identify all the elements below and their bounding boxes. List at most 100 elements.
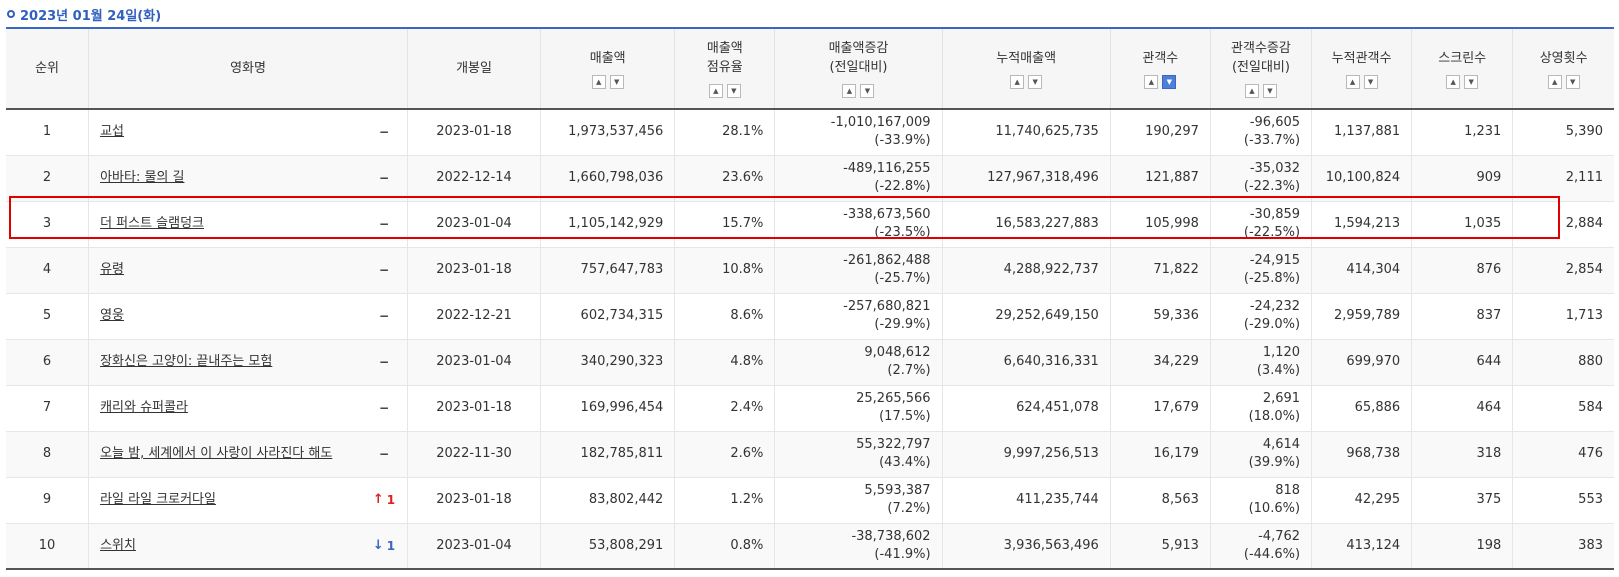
cum-sales-cell: 16,583,227,883: [941, 201, 1111, 248]
movie-title-link[interactable]: 장화신은 고양이: 끝내주는 모험: [100, 354, 273, 369]
sort-up-button[interactable]: ▲: [1345, 74, 1360, 89]
rank-change: −: [372, 353, 396, 371]
sort-down-button[interactable]: ▼: [1464, 74, 1479, 89]
movie-title-link[interactable]: 교섭: [100, 124, 124, 140]
title-cell: 교섭 −: [88, 109, 408, 156]
sales-change-value: -38,738,602: [851, 528, 931, 544]
shows-cell: 383: [1512, 523, 1614, 570]
rank-change: −: [372, 169, 396, 187]
table-row: 4 유령 −2023-01-18 757,647,783 10.8% -261,862,4…: [6, 247, 1614, 294]
sales-change-cell: -338,673,560 (-23.5%): [774, 201, 943, 248]
sales-change-value: -1,010,167,009: [830, 115, 931, 131]
sort-up-button[interactable]: ▲: [708, 84, 723, 98]
sort-up-button[interactable]: ▲: [1144, 74, 1159, 89]
rank-cell: 9: [6, 477, 89, 524]
sort-buttons: ▲ ▼: [1312, 74, 1411, 89]
sales-change-cell: 9,048,612 (2.7%): [774, 339, 943, 386]
sales-change-cell: -489,116,255 (-22.8%): [774, 155, 943, 202]
share-cell: 15.7%: [674, 201, 775, 248]
sort-buttons: ▲ ▼: [541, 74, 674, 89]
sort-up-button[interactable]: ▲: [1244, 84, 1259, 98]
sort-down-button[interactable]: ▼: [860, 84, 875, 98]
screens-cell: 909: [1411, 155, 1513, 202]
sort-down-button[interactable]: ▼: [1363, 74, 1378, 89]
cum-audience-cell: 414,304: [1311, 247, 1412, 294]
movie-title-link[interactable]: 스위치: [100, 537, 136, 553]
sort-buttons: ▲ ▼: [1513, 74, 1614, 89]
date-header: 2023년 01월 24일(화): [7, 4, 161, 24]
sales-change-value: 5,593,387: [864, 483, 931, 498]
sort-down-button[interactable]: ▼: [1028, 74, 1043, 89]
rank-change: ↑ 1: [372, 491, 396, 509]
movie-title-link[interactable]: 라일 라일 크로커다일: [100, 492, 216, 507]
share-cell: 4.8%: [674, 339, 775, 386]
header-cum-audience: 누적관객수 ▲ ▼: [1311, 27, 1412, 110]
release-date-cell: 2023-01-04: [406, 523, 541, 570]
title-cell: 장화신은 고양이: 끝내주는 모험 −: [88, 339, 408, 386]
aud-change-pct: (10.6%): [1248, 501, 1301, 516]
sales-cell: 53,808,291: [540, 523, 675, 570]
rank-change-value: −: [378, 355, 389, 369]
sales-change-pct: (43.4%): [879, 455, 931, 470]
aud-change-value: 1,120: [1262, 345, 1301, 360]
share-cell: 2.4%: [674, 385, 775, 432]
sort-down-button[interactable]: ▼: [1565, 74, 1580, 89]
table-row: 10 스위치 ↓ 1 2023-01-04 53,808,291 0.8% -38,738,6…: [6, 523, 1614, 570]
date-label: 2023년 01월 24일(화): [20, 8, 162, 24]
sort-down-button[interactable]: ▼: [1262, 84, 1277, 98]
movie-title-link[interactable]: 오늘 밤, 세계에서 이 사랑이 사라진다 해도: [100, 446, 333, 461]
shows-cell: 553: [1512, 477, 1614, 524]
movie-title-link[interactable]: 캐리와 슈퍼콜라: [100, 400, 188, 415]
rank-change-value: −: [378, 447, 389, 461]
arrow-down-icon: ↓: [372, 537, 384, 553]
cum-sales-cell: 127,967,318,496: [941, 155, 1111, 202]
release-date-cell: 2022-12-14: [406, 155, 541, 202]
aud-change-cell: 818 (10.6%): [1209, 477, 1312, 524]
movie-title-link[interactable]: 아바타: 물의 길: [100, 170, 185, 185]
sales-change-pct: (-22.8%): [874, 179, 931, 194]
aud-change-cell: -4,762 (-44.6%): [1209, 523, 1312, 570]
header-release: 개봉일: [406, 27, 541, 110]
sales-change-pct: (17.5%): [879, 409, 931, 424]
aud-change-pct: (3.4%): [1256, 363, 1301, 378]
boxoffice-table: 순위 영화명 개봉일 매출액 ▲ ▼ 매출액 점유율 ▲ ▼ 매출액증감 (전일대비) …: [6, 27, 1614, 570]
rank-change-value: −: [378, 309, 389, 323]
sort-down-button[interactable]: ▼: [1162, 74, 1177, 89]
rank-change: ↓ 1: [372, 537, 396, 555]
sales-change-value: -261,862,488: [843, 253, 931, 268]
title-cell: 더 퍼스트 슬램덩크 −: [88, 201, 408, 248]
movie-title-link[interactable]: 유령: [100, 262, 124, 277]
aud-change-value: -30,859: [1249, 207, 1301, 222]
aud-change-pct: (-44.6%): [1243, 546, 1301, 562]
table-row: 5 영웅 −2022-12-21 602,734,315 8.6% -257,680,82…: [6, 293, 1614, 340]
cum-sales-cell: 29,252,649,150: [941, 293, 1111, 340]
cum-sales-cell: 624,451,078: [941, 385, 1111, 432]
aud-change-pct: (-25.8%): [1243, 271, 1301, 286]
aud-change-pct: (18.0%): [1248, 409, 1301, 424]
rank-cell: 4: [6, 247, 89, 294]
sort-down-button[interactable]: ▼: [609, 74, 624, 89]
sort-down-button[interactable]: ▼: [726, 84, 741, 98]
table-row: 3 더 퍼스트 슬램덩크 − 2023-01-04 1,105,142,929 15.7%…: [6, 201, 1614, 248]
sort-up-button[interactable]: ▲: [1547, 74, 1562, 89]
shows-cell: 2,884: [1512, 201, 1614, 248]
rank-change-value: 1: [386, 493, 396, 507]
rank-change-value: −: [378, 171, 389, 185]
cum-audience-cell: 1,137,881: [1311, 109, 1412, 156]
movie-title-link[interactable]: 영웅: [100, 308, 124, 323]
rank-change: −: [372, 307, 396, 325]
sort-up-button[interactable]: ▲: [1010, 74, 1025, 89]
share-cell: 28.1%: [674, 109, 775, 156]
aud-change-cell: -30,859 (-22.5%): [1209, 201, 1312, 248]
sort-up-button[interactable]: ▲: [842, 84, 857, 98]
sort-up-button[interactable]: ▲: [591, 74, 606, 89]
rank-cell: 10: [6, 523, 89, 570]
release-date-cell: 2022-11-30: [406, 431, 541, 478]
movie-title-link[interactable]: 더 퍼스트 슬램덩크: [100, 216, 205, 231]
audience-cell: 34,229: [1109, 339, 1211, 386]
sales-change-value: 9,048,612: [864, 345, 931, 360]
rank-change-value: −: [378, 217, 389, 231]
rank-change-value: −: [378, 125, 389, 140]
cum-sales-cell: 9,997,256,513: [941, 431, 1111, 478]
sort-up-button[interactable]: ▲: [1446, 74, 1461, 89]
